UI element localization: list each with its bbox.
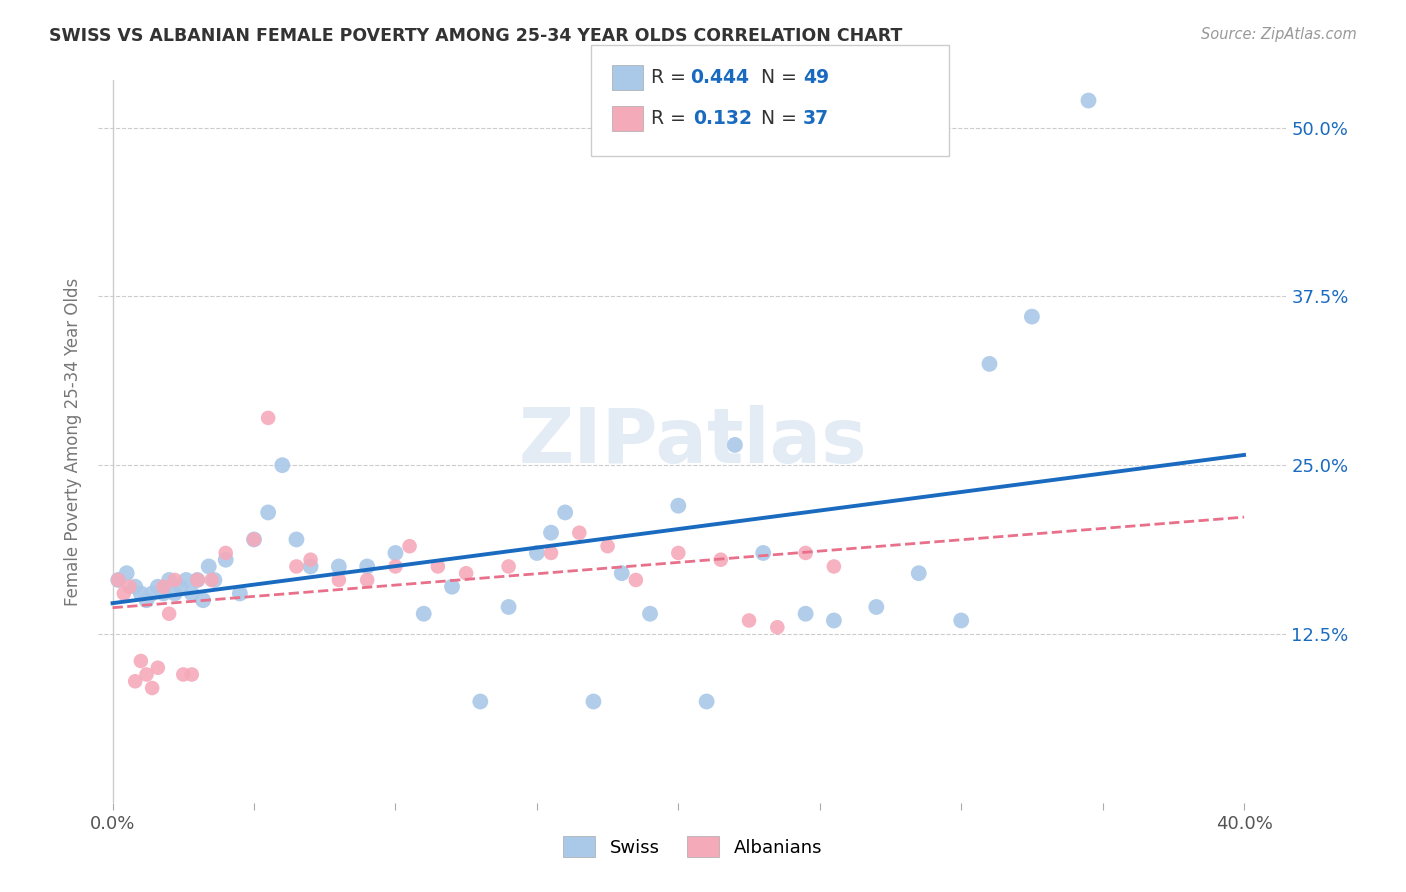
Point	[285, 533, 308, 547]
Point	[186, 573, 208, 587]
Point	[540, 546, 562, 560]
Point	[115, 566, 138, 581]
Point	[271, 458, 294, 472]
Point	[124, 674, 146, 689]
Point	[172, 667, 194, 681]
Point	[624, 573, 647, 587]
Point	[174, 573, 197, 587]
Point	[135, 667, 157, 681]
Point	[907, 566, 929, 581]
Point	[118, 580, 141, 594]
Point	[526, 546, 548, 560]
Point	[197, 559, 219, 574]
Point	[112, 586, 135, 600]
Point	[456, 566, 478, 581]
Point	[582, 694, 605, 708]
Text: N =: N =	[749, 68, 803, 87]
Point	[498, 559, 520, 574]
Point	[215, 546, 238, 560]
Point	[696, 694, 718, 708]
Point	[169, 580, 191, 594]
Point	[146, 661, 169, 675]
Legend: Swiss, Albanians: Swiss, Albanians	[554, 827, 831, 866]
Point	[124, 580, 146, 594]
Point	[596, 539, 619, 553]
Point	[666, 499, 689, 513]
Point	[215, 552, 238, 566]
Point	[356, 573, 378, 587]
Point	[356, 559, 378, 574]
Point	[666, 546, 689, 560]
Point	[440, 580, 463, 594]
Text: R =: R =	[651, 109, 697, 128]
Point	[146, 580, 169, 594]
Point	[257, 505, 280, 519]
Text: SWISS VS ALBANIAN FEMALE POVERTY AMONG 25-34 YEAR OLDS CORRELATION CHART: SWISS VS ALBANIAN FEMALE POVERTY AMONG 2…	[49, 27, 903, 45]
Point	[186, 573, 208, 587]
Point	[202, 573, 225, 587]
Point	[152, 580, 174, 594]
Text: N =: N =	[749, 109, 803, 128]
Point	[865, 599, 887, 614]
Point	[498, 599, 520, 614]
Point	[243, 533, 266, 547]
Point	[610, 566, 633, 581]
Point	[794, 607, 817, 621]
Point	[157, 607, 180, 621]
Point	[470, 694, 492, 708]
Point	[135, 593, 157, 607]
Point	[163, 573, 186, 587]
Text: Source: ZipAtlas.com: Source: ZipAtlas.com	[1201, 27, 1357, 42]
Point	[724, 438, 747, 452]
Point	[243, 533, 266, 547]
Point	[412, 607, 434, 621]
Point	[141, 681, 163, 695]
Point	[794, 546, 817, 560]
Point	[200, 573, 222, 587]
Text: 49: 49	[803, 68, 830, 87]
Point	[180, 586, 202, 600]
Point	[1021, 310, 1043, 324]
Point	[328, 559, 350, 574]
Point	[129, 586, 152, 600]
Point	[568, 525, 591, 540]
Text: ZIPatlas: ZIPatlas	[519, 405, 866, 478]
Point	[299, 552, 322, 566]
Point	[384, 546, 406, 560]
Point	[129, 654, 152, 668]
Text: 0.444: 0.444	[690, 68, 749, 87]
Point	[554, 505, 576, 519]
Point	[229, 586, 252, 600]
Point	[163, 586, 186, 600]
Point	[328, 573, 350, 587]
Point	[638, 607, 661, 621]
Point	[257, 411, 280, 425]
Point	[152, 586, 174, 600]
Text: 0.132: 0.132	[693, 109, 752, 128]
Point	[540, 525, 562, 540]
Text: 37: 37	[803, 109, 830, 128]
Text: R =: R =	[651, 68, 692, 87]
Point	[766, 620, 789, 634]
Point	[141, 586, 163, 600]
Point	[107, 573, 129, 587]
Point	[180, 667, 202, 681]
Point	[979, 357, 1001, 371]
Point	[738, 614, 761, 628]
Point	[384, 559, 406, 574]
Point	[950, 614, 973, 628]
Point	[752, 546, 775, 560]
Point	[191, 593, 214, 607]
Y-axis label: Female Poverty Among 25-34 Year Olds: Female Poverty Among 25-34 Year Olds	[63, 277, 82, 606]
Point	[157, 573, 180, 587]
Point	[823, 559, 845, 574]
Point	[398, 539, 420, 553]
Point	[285, 559, 308, 574]
Point	[1077, 94, 1099, 108]
Point	[710, 552, 733, 566]
Point	[299, 559, 322, 574]
Point	[107, 573, 129, 587]
Point	[823, 614, 845, 628]
Point	[426, 559, 449, 574]
